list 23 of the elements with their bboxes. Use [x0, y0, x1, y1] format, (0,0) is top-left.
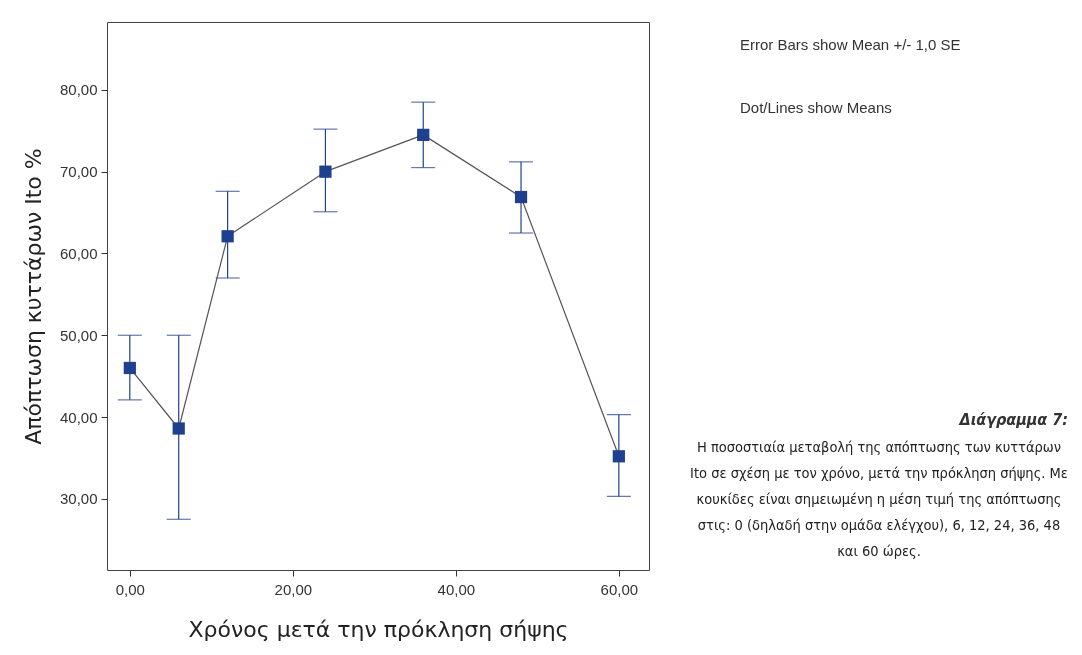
point: [514, 190, 528, 204]
text: Error Bars show Mean +/- 1,0 SE: [740, 36, 961, 53]
x-tick-label: 40,00: [437, 580, 476, 598]
text: Η ποσοστιαία μεταβολή της απόπτωσης των κυττάρων Ito σε σχέση με τον χρόνο, μετά την πρόκληση σήψης. Με κουκίδες είναι σημειωμένη η μέση τιμή της απόπτωσης στις: 0 (δηλαδή στην ομάδα ελέγχου), 6, 12, 24, 36, 48 και 60 ώρες.: [690, 438, 1068, 561]
point: [172, 422, 185, 435]
point: [417, 128, 430, 141]
point: [612, 450, 625, 463]
y-tick-label: 80,00: [59, 81, 98, 99]
y-tick-label: 50,00: [59, 326, 98, 344]
x-tick-label: 60,00: [600, 580, 639, 598]
y-axis-title: Απόπτωση κυττάρων Ito %: [20, 148, 46, 445]
point: [123, 361, 136, 375]
y-tick-label: 70,00: [59, 163, 98, 181]
y-tick-label: 40,00: [59, 408, 98, 426]
x-tick-label: 20,00: [274, 580, 313, 598]
y-tick-label: 60,00: [59, 244, 98, 262]
point: [221, 230, 234, 243]
text: Διάγραμμα 7:: [959, 410, 1068, 429]
x-axis-title: Χρόνος μετά την πρόκληση σήψης: [188, 616, 569, 642]
y-tick-label: 30,00: [59, 490, 98, 508]
x-tick-label: 0,00: [115, 580, 145, 598]
point: [319, 165, 332, 178]
text: Dot/Lines show Means: [740, 99, 892, 116]
